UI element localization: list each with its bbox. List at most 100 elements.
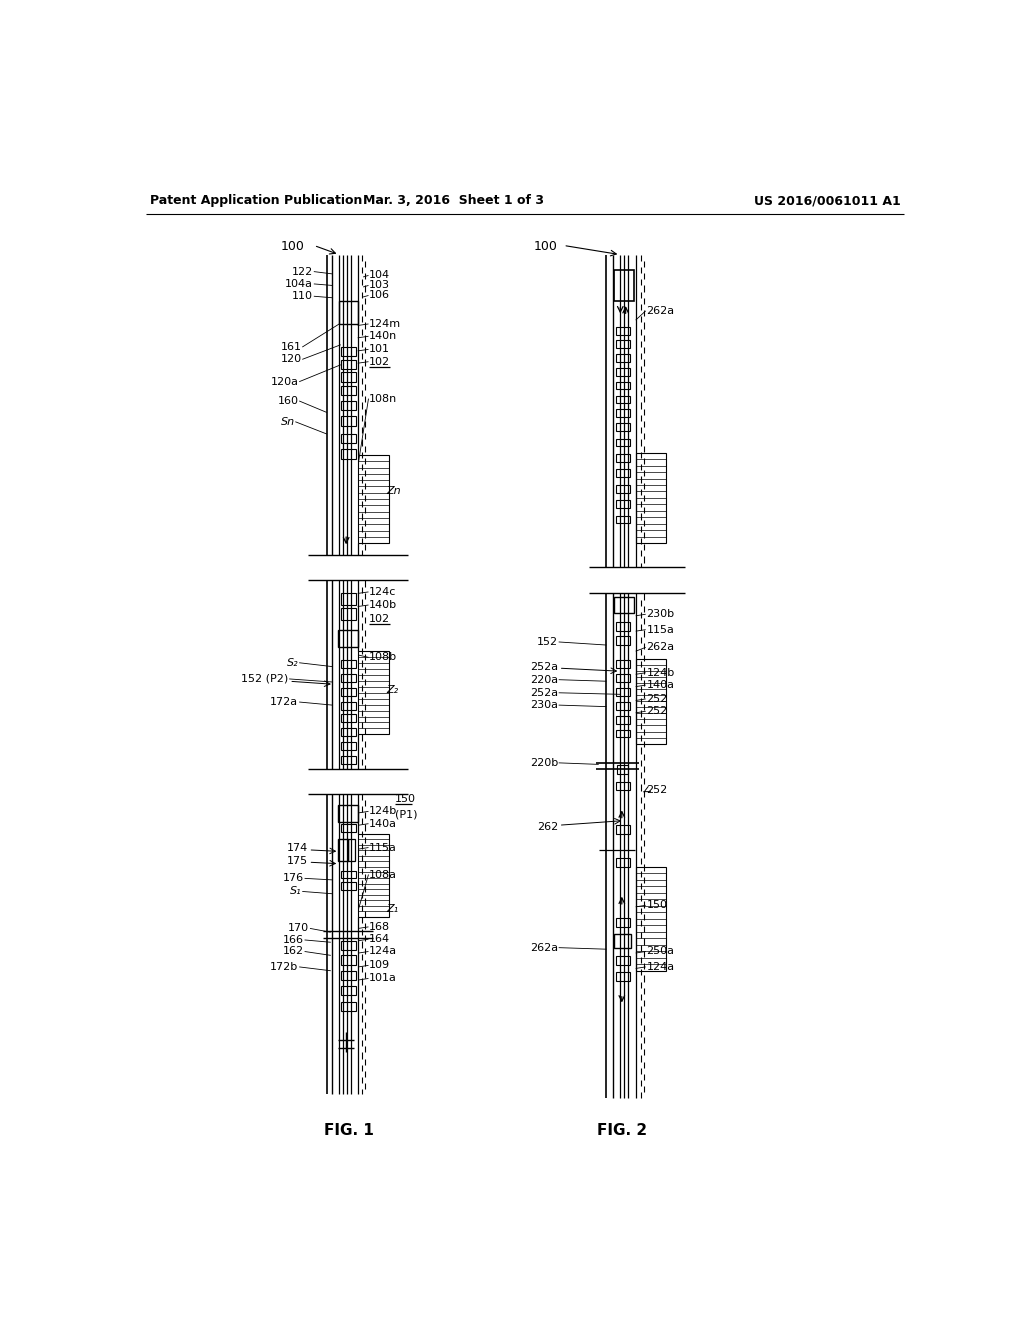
Bar (615, 409, 630, 417)
Text: 124b: 124b (370, 807, 397, 816)
Text: 152 (P2): 152 (P2) (242, 675, 289, 684)
Bar (341, 882, 356, 890)
Bar (636, 659, 666, 743)
Text: 124a: 124a (370, 946, 397, 957)
Text: 252: 252 (646, 785, 668, 795)
Bar (615, 688, 630, 696)
Bar (341, 825, 356, 832)
Bar (614, 933, 631, 948)
Text: (P1): (P1) (394, 809, 417, 820)
Text: 252: 252 (646, 694, 668, 704)
Bar (341, 449, 356, 459)
Bar (341, 401, 356, 411)
Bar (341, 742, 356, 750)
Text: 262a: 262a (529, 942, 558, 953)
Bar (615, 424, 630, 430)
Text: 122: 122 (292, 267, 313, 277)
Bar (341, 970, 356, 979)
Bar (615, 368, 630, 376)
Bar (636, 867, 666, 970)
Bar (614, 597, 634, 612)
Text: S₂: S₂ (287, 657, 298, 668)
Bar (341, 729, 356, 737)
Text: 109: 109 (370, 961, 390, 970)
Text: 140a: 140a (370, 818, 397, 829)
Text: Z₁: Z₁ (386, 904, 398, 915)
Text: 104a: 104a (285, 279, 313, 289)
Bar (615, 381, 630, 389)
Bar (339, 631, 358, 647)
Bar (615, 341, 630, 348)
Bar (341, 714, 356, 722)
Bar (341, 688, 356, 696)
Bar (358, 834, 388, 917)
Bar (341, 986, 356, 995)
Bar (615, 825, 630, 834)
Text: 102: 102 (370, 614, 390, 624)
Text: 162: 162 (283, 946, 304, 957)
Bar (615, 781, 630, 789)
Text: 220b: 220b (529, 758, 558, 768)
Text: 110: 110 (292, 292, 313, 301)
Text: 230b: 230b (646, 610, 675, 619)
Text: 108n: 108n (370, 393, 397, 404)
Text: 172a: 172a (270, 697, 298, 708)
Text: Patent Application Publication: Patent Application Publication (150, 194, 362, 207)
Bar (358, 455, 388, 544)
Bar (341, 956, 356, 965)
Bar (341, 1002, 356, 1011)
Bar (615, 622, 630, 631)
Bar (615, 500, 630, 508)
Text: 174: 174 (287, 843, 307, 853)
Text: 262: 262 (537, 822, 558, 832)
Bar (341, 416, 356, 425)
Text: Z₂: Z₂ (386, 685, 398, 694)
Text: 161: 161 (281, 342, 301, 352)
Bar (341, 372, 356, 381)
Text: US 2016/0061011 A1: US 2016/0061011 A1 (754, 194, 900, 207)
Bar (615, 956, 630, 965)
Bar (341, 756, 356, 763)
Bar (615, 438, 630, 446)
Text: 108b: 108b (370, 652, 397, 663)
Text: Mar. 3, 2016  Sheet 1 of 3: Mar. 3, 2016 Sheet 1 of 3 (364, 194, 545, 207)
Bar (615, 470, 630, 478)
Text: 103: 103 (370, 280, 390, 290)
Bar (341, 675, 356, 682)
Text: 106: 106 (370, 290, 390, 301)
Bar (341, 347, 356, 356)
Bar (615, 396, 630, 404)
Bar (341, 941, 356, 950)
Text: 100: 100 (281, 240, 304, 253)
Bar (636, 453, 666, 544)
Text: 100: 100 (535, 240, 558, 253)
Bar (339, 805, 358, 822)
Text: 124m: 124m (370, 319, 401, 329)
Bar (615, 858, 630, 867)
Bar (615, 715, 630, 723)
Text: 252: 252 (646, 706, 668, 717)
Text: 152: 152 (537, 638, 558, 647)
Bar (339, 301, 357, 323)
Bar (615, 730, 630, 738)
Text: 230a: 230a (529, 700, 558, 710)
Text: 166: 166 (283, 935, 304, 945)
Text: 140b: 140b (370, 601, 397, 610)
Text: 150: 150 (646, 900, 668, 911)
Text: 120a: 120a (270, 376, 298, 387)
Text: 172b: 172b (270, 962, 298, 972)
Bar (341, 385, 356, 395)
Bar (615, 972, 630, 981)
Bar (339, 840, 348, 861)
Bar (615, 327, 630, 335)
Text: 262a: 262a (646, 643, 675, 652)
Bar (341, 360, 356, 370)
Text: 120: 120 (281, 354, 301, 364)
Text: 150: 150 (394, 795, 416, 804)
Text: 104: 104 (370, 271, 390, 280)
Bar (615, 516, 630, 524)
Text: 101: 101 (370, 345, 390, 354)
Text: 101a: 101a (370, 973, 397, 983)
Bar (617, 766, 628, 775)
Bar (341, 609, 356, 620)
